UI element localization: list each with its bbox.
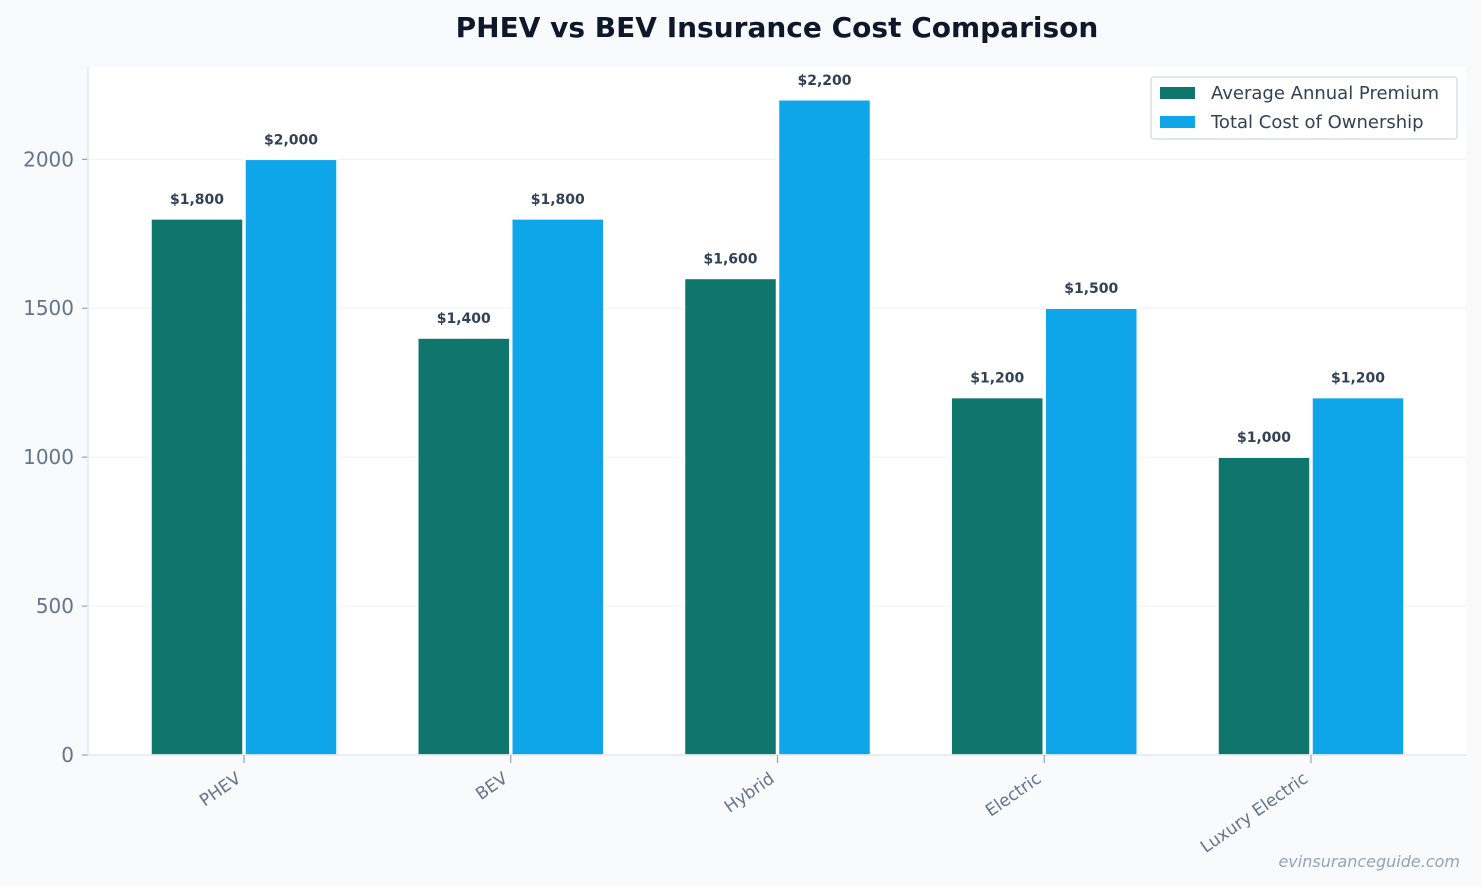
bar-ownership-electric bbox=[1044, 307, 1138, 756]
bar-value-label: $1,000 bbox=[1237, 430, 1291, 446]
y-tick-label: 0 bbox=[61, 743, 74, 767]
bar-value-label: $1,400 bbox=[437, 311, 491, 327]
legend: Average Annual Premium Total Cost of Owne… bbox=[1150, 76, 1458, 140]
bar-value-label: $1,500 bbox=[1064, 281, 1118, 297]
bar-ownership-luxury-electric bbox=[1311, 396, 1405, 756]
legend-swatch bbox=[1160, 116, 1195, 128]
bar-value-label: $1,800 bbox=[170, 192, 224, 208]
x-tick-label: Hybrid bbox=[721, 769, 778, 818]
bar-value-label: $1,200 bbox=[970, 371, 1024, 387]
bar-premium-hybrid bbox=[683, 277, 778, 756]
legend-box bbox=[1150, 76, 1458, 140]
bar-ownership-phev bbox=[244, 158, 338, 756]
y-tick-label: 1500 bbox=[23, 296, 74, 320]
x-tick-label: PHEV bbox=[196, 769, 245, 812]
bar-ownership-bev bbox=[511, 218, 605, 756]
bar-premium-phev bbox=[150, 218, 244, 756]
watermark: evinsuranceguide.com bbox=[1278, 852, 1460, 871]
y-tick-label: 500 bbox=[36, 594, 74, 618]
bars-group bbox=[150, 99, 1405, 756]
bar-value-label: $1,800 bbox=[531, 192, 585, 208]
legend-label: Total Cost of Ownership bbox=[1210, 112, 1424, 133]
x-tick-label: Luxury Electric bbox=[1197, 769, 1312, 858]
bar-value-label: $1,600 bbox=[703, 251, 757, 267]
bar-value-label: $1,200 bbox=[1331, 371, 1385, 387]
x-tick-label: BEV bbox=[472, 769, 512, 805]
bar-ownership-hybrid bbox=[777, 99, 872, 756]
chart-title: PHEV vs BEV Insurance Cost Comparison bbox=[456, 11, 1099, 44]
y-tick-label: 1000 bbox=[23, 445, 74, 469]
bar-premium-bev bbox=[417, 337, 511, 756]
bar-value-label: $2,200 bbox=[797, 73, 851, 89]
y-tick-label: 2000 bbox=[23, 147, 74, 171]
legend-label: Average Annual Premium bbox=[1211, 83, 1439, 104]
bar-premium-luxury-electric bbox=[1217, 456, 1311, 756]
bar-premium-electric bbox=[950, 396, 1044, 756]
x-tick-label: Electric bbox=[982, 769, 1045, 822]
value-labels-group: $1,800 $2,000 $1,400 $1,800 $1,600 $2,200 $1,2… bbox=[170, 73, 1385, 446]
bar-value-label: $2,000 bbox=[264, 132, 318, 148]
legend-swatch bbox=[1160, 87, 1195, 99]
